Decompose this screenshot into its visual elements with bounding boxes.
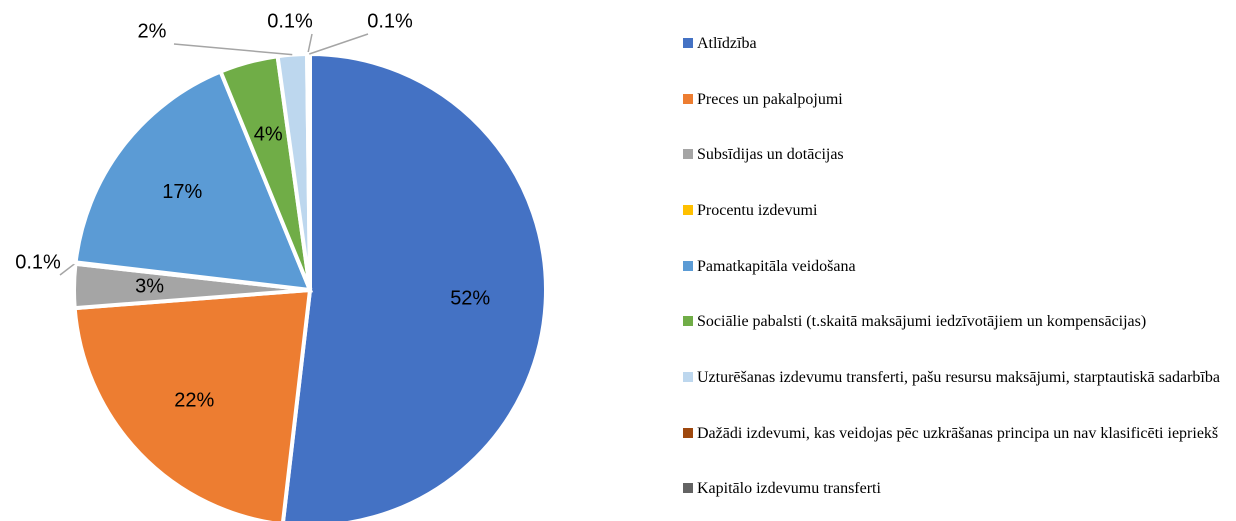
legend-item: Atlīdzība [683,33,1228,54]
data-label: 22% [174,390,214,412]
pie-slice [73,68,314,293]
legend-item: Procentu izdevumi [683,200,1228,221]
leader-line [173,43,293,56]
legend-swatch [683,428,693,438]
legend-label: Dažādi izdevumi, kas veidojas pēc uzkrāš… [697,425,1219,442]
legend-item: Kapitālo izdevumu transferti [683,478,1228,499]
legend-swatch [683,94,693,104]
legend-item: Pamatkapitāla veidošana [683,256,1228,277]
legend-label: Subsīdijas un dotācijas [697,146,844,163]
legend-label: Sociālie pabalsti (t.skaitā maksājumi ie… [697,313,1147,330]
legend-item: Subsīdijas un dotācijas [683,144,1228,165]
data-label: 2% [138,20,167,42]
legend-item: Preces un pakalpojumi [683,89,1228,110]
data-label: 0.1% [367,10,413,32]
legend-label: Kapitālo izdevumu transferti [697,480,881,497]
data-label: 52% [450,288,490,310]
data-label: 3% [135,276,164,298]
legend-label: Uzturēšanas izdevumu transferti, pašu re… [697,369,1220,386]
data-label: 17% [162,181,202,203]
legend-swatch [683,205,693,215]
legend-label: Preces un pakalpojumi [697,91,843,108]
legend-label: Atlīdzība [697,35,757,52]
legend-swatch [683,261,693,271]
leader-line [307,33,313,55]
pie-slice [306,51,312,291]
data-label: 0.1% [15,251,61,273]
legend-item: Uzturēšanas izdevumu transferti, pašu re… [683,367,1228,388]
pie-slice [72,287,313,521]
legend-swatch [683,316,693,326]
chart: 52% 22% 3% 0.1% 17% 4% 2% 0.1% 0.1% [15,10,548,521]
data-label: 4% [254,123,283,145]
data-label: 0.1% [267,10,313,32]
leader-line [309,33,369,55]
legend-item: Sociālie pabalsti (t.skaitā maksājumi ie… [683,311,1228,332]
legend-item: Dažādi izdevumi, kas veidojas pēc uzkrāš… [683,423,1228,444]
legend-swatch [683,372,693,382]
legend-swatch [683,483,693,493]
leader-line [59,262,76,276]
legend-label: Procentu izdevumi [697,202,818,219]
legend-swatch [683,149,693,159]
pie-slice [281,51,548,521]
legend-label: Pamatkapitāla veidošana [697,258,856,275]
legend-swatch [683,38,693,48]
